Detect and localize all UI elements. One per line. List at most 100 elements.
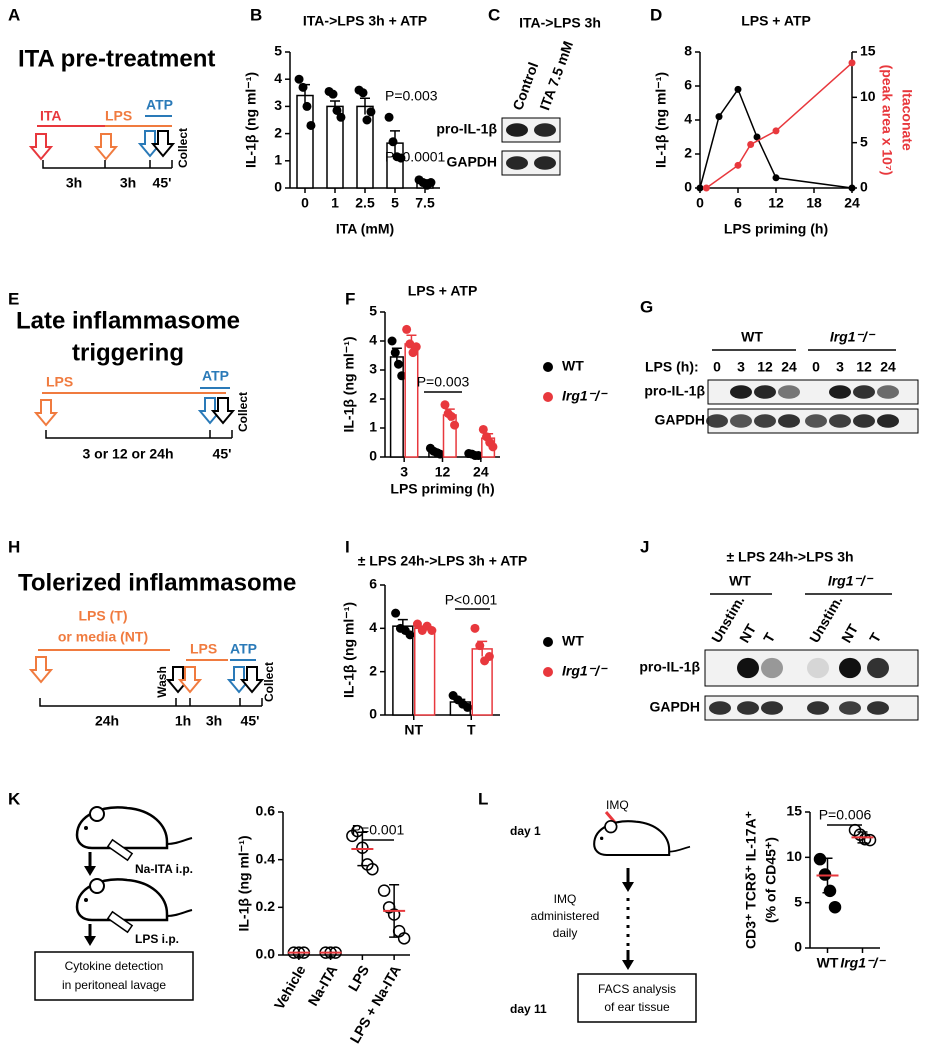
band <box>534 156 556 170</box>
data-point <box>396 153 406 163</box>
y-tick-label: 1 <box>369 419 377 435</box>
data-point <box>397 932 411 945</box>
interval-label: 3h <box>206 713 222 729</box>
x-tick-label: T <box>467 722 476 738</box>
data-point <box>411 342 421 352</box>
syringe <box>106 910 134 934</box>
end-label: Collect <box>262 662 276 702</box>
band <box>829 414 851 428</box>
end-label: Collect <box>176 128 190 168</box>
band <box>754 385 776 399</box>
y-tick-label: 2 <box>274 124 282 140</box>
y-axis-label: IL-1β (ng ml⁻¹) <box>236 835 252 931</box>
step-label: LPS <box>46 374 73 390</box>
annotation: P=0.003 <box>417 374 470 390</box>
panel-letter: E <box>8 289 19 308</box>
band <box>853 385 875 399</box>
y-axis-label: IL-1β (ng ml⁻¹) <box>653 72 669 168</box>
chart-title: LPS + ATP <box>741 13 811 29</box>
band <box>853 414 875 428</box>
y-axis-label: (% of CD45⁺) <box>763 837 779 923</box>
y-tick-label: 5 <box>369 303 377 319</box>
step-label: ATP <box>202 368 229 384</box>
data-point <box>397 371 407 381</box>
y-axis-label: CD3⁺ TCRδ⁺ IL-17A⁺ <box>743 811 759 949</box>
band <box>761 657 783 679</box>
interval-label: 3h <box>66 175 82 191</box>
syringe <box>106 838 134 862</box>
data-point <box>734 161 742 169</box>
data-point <box>484 652 494 661</box>
data-point <box>328 89 338 99</box>
x-tick-label: 0 <box>301 195 309 211</box>
band <box>730 414 752 428</box>
down-arrow-head <box>84 936 96 946</box>
x-tick-label: Irg1⁻/⁻ <box>840 955 886 971</box>
x-tick-label: 3 <box>400 464 408 480</box>
x-tick-label: 0 <box>696 195 704 211</box>
x-tick-label: 7.5 <box>415 195 435 211</box>
step-label: LPS <box>190 641 217 657</box>
result-box <box>34 951 194 1001</box>
result-label: of ear tissue <box>604 1000 670 1014</box>
blot <box>704 649 919 721</box>
band <box>737 701 759 715</box>
y-tick-label: 0 <box>684 179 692 195</box>
band <box>778 414 800 428</box>
x-tick-label: 24 <box>473 464 489 480</box>
panel-k: K Na-ITA i.p. LPS i.p. Cytokine detectio… <box>8 789 194 1001</box>
data-point <box>366 107 376 117</box>
row-label: pro-IL-1β <box>436 121 497 137</box>
panel-letter: J <box>640 537 649 556</box>
annotation: P<0.001 <box>445 592 498 608</box>
y-tick-label: 1 <box>274 152 282 168</box>
y-tick-label: 6 <box>369 576 377 592</box>
y2-axis-label: Itaconate <box>899 89 915 151</box>
y-tick-label: 6 <box>684 77 692 93</box>
x-tick-label: NT <box>404 722 423 738</box>
legend-marker <box>543 362 553 372</box>
panel-a: A ITA pre-treatment ITA LPS ATP 3h 3h 45… <box>8 5 215 190</box>
y-tick-label: 0.6 <box>256 803 276 819</box>
interval-label: 3 or 12 or 24h <box>82 446 173 462</box>
end-label: Collect <box>236 392 250 432</box>
data-point <box>828 900 842 914</box>
data-point <box>302 101 312 111</box>
interval-label: 1h <box>175 713 191 729</box>
arrow <box>30 656 52 683</box>
panel-letter: G <box>640 297 653 316</box>
mouse-icon <box>75 877 194 922</box>
panel-letter: C <box>488 5 500 24</box>
diagram-title: Late inflammasome <box>16 307 240 334</box>
x-tick-label: 2.5 <box>355 195 375 211</box>
data-point <box>813 852 827 866</box>
lane-labels: Unstim.NT T Unstim.NT T <box>708 593 884 645</box>
x-axis-label: ITA (mM) <box>336 221 394 237</box>
data-point <box>356 841 369 854</box>
data-point <box>772 174 780 182</box>
band <box>754 414 776 428</box>
lane-labels: 0 3 12 24 0 3 12 24 <box>713 359 896 375</box>
data-point <box>351 824 364 838</box>
x-tick-label: 18 <box>806 195 822 211</box>
y-tick-label: 2 <box>369 662 377 678</box>
band <box>778 385 800 399</box>
row-label: pro-IL-1β <box>639 659 700 675</box>
y-tick-label: 8 <box>684 43 692 59</box>
data-point <box>393 359 403 369</box>
data-point <box>362 115 372 125</box>
band <box>737 657 759 679</box>
lane-label: 0 <box>713 359 721 375</box>
panel-c: C ITA->LPS 3h Control ITA 7.5 mM pro-IL-… <box>436 5 601 176</box>
y-tick-label: 0 <box>369 706 377 722</box>
diagram-title: triggering <box>72 339 184 366</box>
group-label: Irg1⁻/⁻ <box>830 329 876 345</box>
data-point <box>440 400 450 410</box>
diagram-title: Tolerized inflammasome <box>18 569 296 596</box>
note-label: IMQ <box>554 892 577 906</box>
legend-marker <box>543 392 553 402</box>
step-label: LPS (T) <box>79 608 128 624</box>
panel-letter: H <box>8 537 20 556</box>
data-point <box>427 626 437 635</box>
